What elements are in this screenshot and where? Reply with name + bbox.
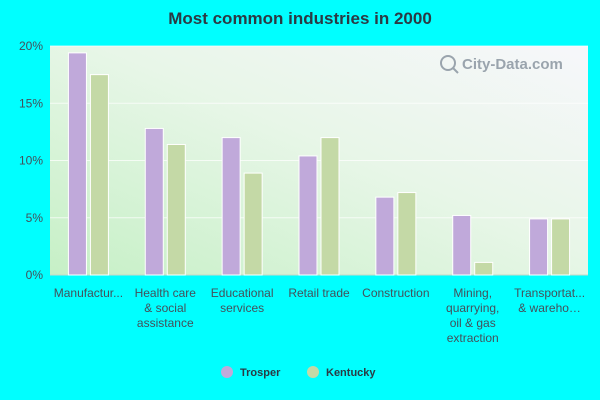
bar-kentucky (166, 143, 186, 276)
y-tick-label: 20% (19, 39, 43, 53)
watermark: City-Data.com (440, 55, 563, 74)
x-tick-label: Mining, quarrying, oil & gas extraction (446, 286, 499, 345)
x-tick-label: Educational services (211, 286, 274, 315)
x-tick-label: Retail trade (288, 286, 350, 300)
bar-trosper (298, 155, 318, 276)
y-tick-label: 0% (26, 268, 44, 282)
y-tick-label: 5% (26, 211, 44, 225)
bars (67, 52, 571, 276)
bar-kentucky (89, 74, 109, 276)
bar-trosper (221, 137, 241, 276)
x-axis: Manufactur... Health care & social assistan… (54, 286, 585, 345)
bar-trosper (529, 218, 549, 276)
watermark-text: City-Data.com (462, 56, 563, 73)
y-tick-label: 15% (19, 96, 43, 110)
bar-kentucky (243, 172, 263, 276)
bar-trosper (375, 196, 395, 276)
legend: Trosper Kentucky (221, 366, 376, 379)
bar-kentucky (474, 261, 494, 276)
bar-kentucky (320, 137, 340, 276)
x-tick-label: Transportat... & wareho… (514, 286, 585, 315)
x-tick-label: Health care & social assistance (135, 286, 197, 330)
bar-kentucky (397, 192, 417, 276)
magnifier-handle (452, 67, 459, 74)
y-tick-label: 10% (19, 154, 43, 168)
bar-trosper (67, 52, 87, 276)
legend-swatch-trosper (221, 366, 233, 378)
legend-label-trosper: Trosper (240, 367, 281, 379)
chart-title: Most common industries in 2000 (168, 9, 432, 28)
x-tick-label: Construction (362, 286, 429, 300)
bar-trosper (452, 214, 472, 276)
grid-lines (50, 45, 588, 219)
legend-label-kentucky: Kentucky (326, 367, 376, 379)
x-tick-label: Manufactur... (54, 286, 123, 300)
magnifier-icon (440, 55, 456, 71)
legend-swatch-kentucky (307, 366, 319, 378)
bar-trosper (144, 127, 164, 276)
bar-kentucky (551, 218, 571, 276)
y-axis: 0% 5% 10% 15% 20% (19, 39, 588, 282)
